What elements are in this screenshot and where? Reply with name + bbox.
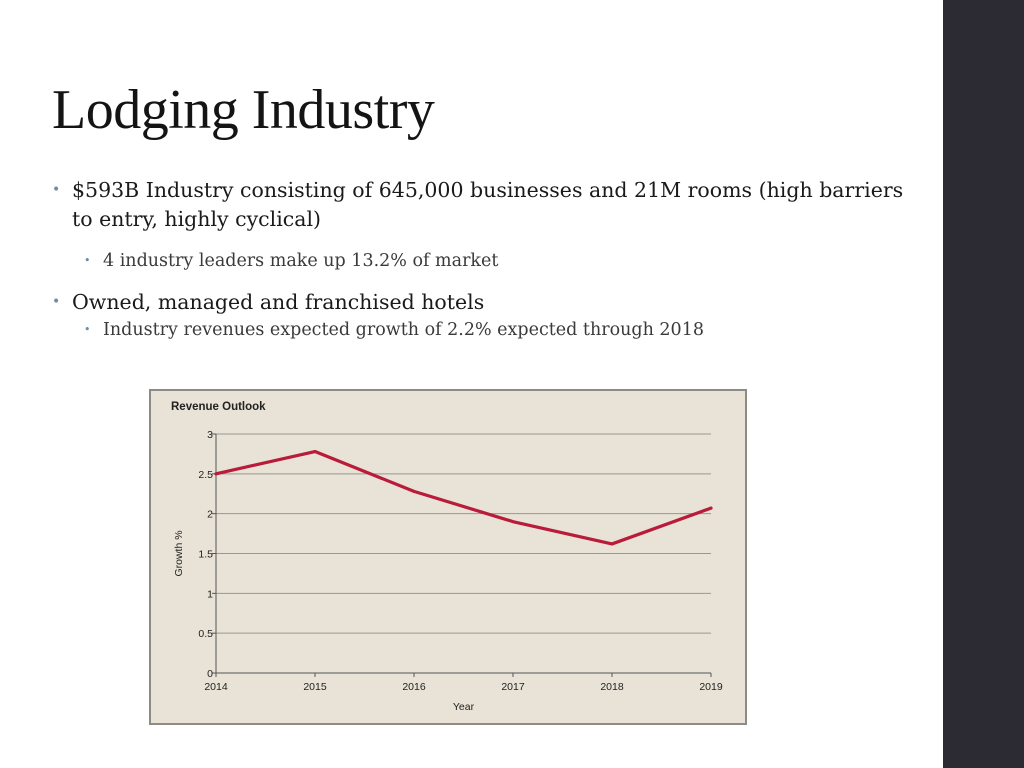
- x-tick-label: 2016: [402, 681, 426, 693]
- data-point: [709, 506, 713, 510]
- bullet-dot-icon: •: [84, 254, 91, 267]
- bullet-item: • $593B Industry consisting of 645,000 b…: [52, 176, 912, 234]
- chart-plot: 0 0.5 1 1.5 2 2.5 3 2014 2015 2016 2017 2018 2019 Yea…: [173, 429, 723, 713]
- sub-bullet-item: • Industry revenues expected growth of 2…: [52, 317, 912, 343]
- bullet-list: • $593B Industry consisting of 645,000 b…: [52, 176, 912, 343]
- bullet-dot-icon: •: [52, 182, 61, 198]
- data-point: [511, 520, 515, 524]
- sub-bullet-item: • 4 industry leaders make up 13.2% of ma…: [52, 248, 912, 274]
- sub-bullet-text: 4 industry leaders make up 13.2% of mark…: [103, 251, 499, 271]
- y-tick-label: 2: [207, 509, 213, 521]
- slide-title: Lodging Industry: [52, 79, 435, 141]
- bullet-dot-icon: •: [84, 323, 91, 336]
- sub-bullet-text: Industry revenues expected growth of 2.2…: [103, 320, 704, 340]
- x-axis-title: Year: [453, 701, 475, 713]
- sidebar-panel: [943, 0, 1024, 768]
- x-tick-label: 2014: [204, 681, 228, 693]
- data-point: [412, 489, 416, 493]
- data-point: [214, 472, 218, 476]
- chart-title: Revenue Outlook: [171, 401, 266, 413]
- y-tick-label: 1: [207, 588, 213, 600]
- x-tick-label: 2018: [600, 681, 624, 693]
- bullet-text: Owned, managed and franchised hotels: [72, 290, 485, 314]
- y-tick-label: 3: [207, 429, 213, 441]
- x-tick-label: 2015: [303, 681, 327, 693]
- bullet-item: • Owned, managed and franchised hotels: [52, 288, 912, 317]
- bullet-dot-icon: •: [52, 294, 61, 310]
- x-tick-label: 2017: [501, 681, 525, 693]
- y-tick-label: 0: [207, 668, 213, 680]
- y-tick-label: 2.5: [198, 469, 213, 481]
- x-tick-label: 2019: [699, 681, 723, 693]
- revenue-chart: Revenue Outlook 0 0.5 1 1.5 2 2.5 3 2014 2015 201…: [149, 389, 747, 725]
- series-line: [214, 449, 713, 546]
- data-point: [610, 542, 614, 546]
- bullet-text: $593B Industry consisting of 645,000 bus…: [72, 178, 904, 231]
- y-tick-label: 0.5: [198, 628, 213, 640]
- y-tick-label: 1.5: [198, 549, 213, 561]
- data-point: [313, 450, 317, 454]
- y-axis-title: Growth %: [173, 530, 185, 576]
